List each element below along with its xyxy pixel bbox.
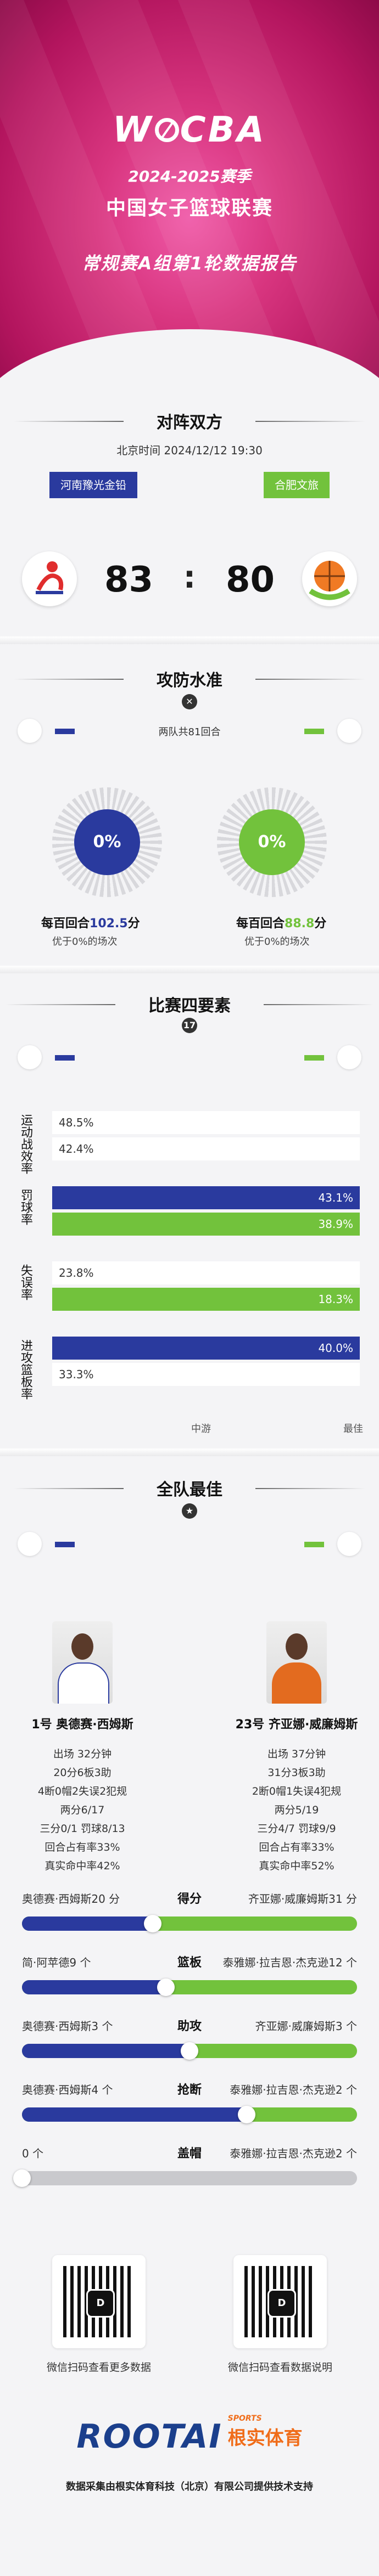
qr-left-caption: 微信扫码查看更多数据 <box>46 2361 151 2374</box>
qr-right-caption: 微信扫码查看数据说明 <box>227 2361 332 2374</box>
leader-away-name: 齐亚娜·威廉姆斯31 分 <box>248 1892 357 1906</box>
leader-home-name: 奥德赛·西姆斯20 分 <box>22 1892 120 1906</box>
home-factor-bar: 43.1% <box>52 1186 360 1209</box>
away-team-logo <box>302 551 357 606</box>
score-separator: : <box>183 560 196 595</box>
leader-category: 盖帽 <box>177 2147 202 2161</box>
away-team-button[interactable]: 合肥文旅 <box>264 472 330 498</box>
away-factor-value: 38.9% <box>318 1217 353 1231</box>
league-title: 中国女子篮球联赛 <box>105 197 273 219</box>
away-factor-value: 33.3% <box>59 1368 94 1381</box>
matchup-heading: 对阵双方 <box>0 409 379 433</box>
star-emblem-icon: ★ <box>182 1503 197 1519</box>
home-factor-value: 40.0% <box>318 1341 353 1355</box>
hero-banner: W CBA 2024-2025赛季 中国女子篮球联赛 常规赛A组第1轮数据报告 <box>0 0 379 395</box>
match-time: 北京时间 2024/12/12 19:30 <box>116 444 263 457</box>
offense-defense-heading: 攻防水准 <box>0 667 379 691</box>
factor-label: 运动战效率 <box>19 1114 32 1174</box>
leader-home-name: 0 个 <box>22 2147 44 2160</box>
away-color-swatch <box>304 729 324 734</box>
home-color-swatch <box>55 729 75 734</box>
leader-away-name: 泰雅娜·拉吉恩·杰克逊12 个 <box>222 1956 357 1969</box>
home-mini-logo <box>18 719 42 743</box>
best-players-heading: 全队最佳 <box>0 1476 379 1500</box>
home-better-than: 优于0%的场次 <box>52 936 118 948</box>
factor-label: 进攻篮板率 <box>19 1339 32 1400</box>
home-player-photo <box>52 1621 113 1704</box>
away-better-than: 优于0%的场次 <box>244 936 310 948</box>
leader-comparison-bar <box>22 2171 357 2185</box>
leader-away-name: 泰雅娜·拉吉恩·杰克逊2 个 <box>230 2083 357 2096</box>
leader-bar-marker <box>157 1978 175 1996</box>
away-score: 80 <box>225 560 275 600</box>
leader-home-name: 奥德赛·西姆斯4 个 <box>22 2083 113 2096</box>
home-team-logo <box>22 551 77 606</box>
wcba-logo: W CBA <box>113 110 266 150</box>
leader-category: 篮板 <box>177 1956 202 1970</box>
axis-label-best: 最佳 <box>343 1423 363 1435</box>
basketball-icon <box>154 118 179 143</box>
crossed-emblem-icon: ✕ <box>182 694 197 709</box>
factor-label: 罚球率 <box>19 1189 32 1225</box>
away-mini-logo <box>337 719 361 743</box>
qr-code-data-notes[interactable]: D <box>233 2255 327 2348</box>
away-factor-bar: 38.9% <box>52 1213 360 1236</box>
leader-category: 得分 <box>177 1892 202 1906</box>
leader-bar-marker <box>237 2106 255 2123</box>
away-per100: 每百回合88.8分 <box>236 917 327 931</box>
away-factor-bar: 42.4% <box>52 1137 360 1160</box>
home-score: 83 <box>104 560 154 600</box>
report-title: 常规赛A组第1轮数据报告 <box>82 253 297 274</box>
away-ring-percent: 0% <box>239 809 305 875</box>
home-per100: 每百回合102.5分 <box>41 917 140 931</box>
leader-comparison-bar <box>22 1980 357 1994</box>
away-factor-value: 42.4% <box>59 1142 94 1155</box>
away-mini-logo-2 <box>337 1045 361 1069</box>
leader-away-name: 齐亚娜·威廉姆斯3 个 <box>255 2020 357 2033</box>
home-factor-value: 23.8% <box>59 1266 94 1279</box>
leader-bar-marker <box>181 2042 198 2060</box>
leader-home-name: 简·阿苹德9 个 <box>22 1956 91 1969</box>
rootai-logo: ROOTAI SPORTS 根实体育 <box>76 2414 303 2456</box>
player-emblem-icon: 17 <box>182 1018 197 1033</box>
leader-bar-marker <box>143 1915 161 1932</box>
rounds-count: 两队共81回合 <box>158 726 221 738</box>
away-factor-bar: 33.3% <box>52 1363 360 1386</box>
leader-bar-marker <box>13 2169 31 2187</box>
qr-code-more-data[interactable]: D <box>52 2255 146 2348</box>
leader-away-name: 泰雅娜·拉吉恩·杰克逊2 个 <box>230 2147 357 2160</box>
home-ring-percent: 0% <box>74 809 140 875</box>
season-label: 2024-2025赛季 <box>128 167 251 185</box>
leader-comparison-bar <box>22 2107 357 2122</box>
away-factor-bar: 18.3% <box>52 1288 360 1311</box>
data-credit: 数据采集由根实体育科技（北京）有限公司提供技术支持 <box>66 2481 313 2493</box>
home-player-name: 1号 奥德赛·西姆斯 <box>31 1718 133 1732</box>
leader-category: 助攻 <box>177 2020 202 2033</box>
four-factors-heading: 比赛四要素 <box>0 992 379 1016</box>
home-team-button[interactable]: 河南豫光金铅 <box>49 472 137 498</box>
home-factor-value: 48.5% <box>59 1116 94 1129</box>
home-factor-bar: 23.8% <box>52 1261 360 1284</box>
home-factor-bar: 48.5% <box>52 1111 360 1134</box>
home-mini-logo-2 <box>18 1045 42 1069</box>
away-efficiency-ring: 0% <box>217 787 327 897</box>
home-efficiency-ring: 0% <box>52 787 162 897</box>
home-player-stats: 出场 32分钟 20分6板3助 4断0帽2失误2犯规 两分6/17 三分0/1 … <box>37 1748 127 1872</box>
home-factor-bar: 40.0% <box>52 1337 360 1360</box>
home-factor-value: 43.1% <box>318 1191 353 1204</box>
factor-label: 失误率 <box>19 1264 32 1300</box>
away-player-stats: 出场 37分钟 31分3板3助 2断0帽1失误4犯规 两分5/19 三分4/7 … <box>252 1748 342 1872</box>
leader-comparison-bar <box>22 1917 357 1931</box>
away-player-name: 23号 齐亚娜·威廉姆斯 <box>235 1718 358 1732</box>
away-player-photo <box>266 1621 327 1704</box>
axis-label-mid: 中游 <box>191 1423 211 1435</box>
away-factor-value: 18.3% <box>318 1293 353 1306</box>
leader-home-name: 奥德赛·西姆斯3 个 <box>22 2020 113 2033</box>
leader-category: 抢断 <box>177 2083 202 2097</box>
